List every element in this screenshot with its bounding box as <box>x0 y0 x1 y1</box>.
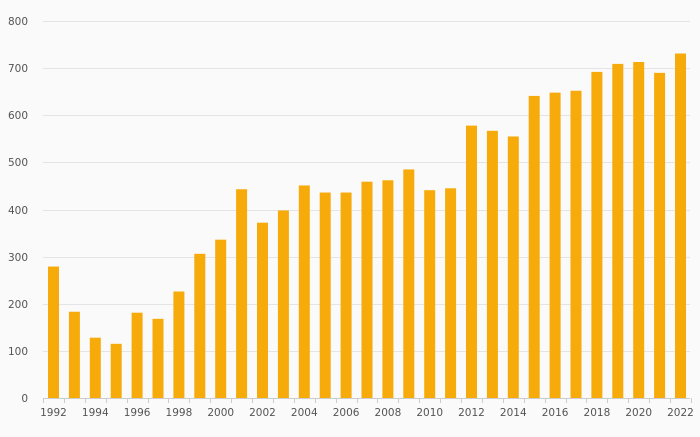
bar-1995 <box>110 343 122 398</box>
bar-2015 <box>528 95 540 399</box>
bar-2017 <box>570 90 582 398</box>
x-tick-label: 2012 <box>458 407 485 419</box>
x-tick-label: 2008 <box>375 407 402 419</box>
x-tick-label: 2020 <box>625 407 652 419</box>
bar-2020 <box>633 62 645 398</box>
x-tick-label: 1994 <box>82 407 109 419</box>
y-tick-label: 100 <box>8 346 28 358</box>
y-tick-label: 0 <box>21 393 28 405</box>
bar-2019 <box>612 63 624 398</box>
bar-1994 <box>89 337 101 398</box>
bar-2014 <box>507 136 519 398</box>
bar-2016 <box>549 92 561 398</box>
y-tick-label: 400 <box>8 205 28 217</box>
bar-2007 <box>361 181 373 398</box>
bar-2004 <box>298 185 310 398</box>
y-tick-label: 600 <box>8 110 28 122</box>
x-tick-label: 2002 <box>249 407 276 419</box>
y-tick-label: 800 <box>8 16 28 28</box>
x-tick-label: 1992 <box>40 407 67 419</box>
bar-2002 <box>257 222 268 398</box>
bar-1993 <box>68 311 80 398</box>
bar-1992 <box>48 266 59 398</box>
x-tick-label: 2016 <box>542 407 569 419</box>
bar-1997 <box>152 318 164 398</box>
bar-2006 <box>340 192 352 398</box>
bar-2012 <box>466 125 477 399</box>
bar-2003 <box>277 210 289 398</box>
x-tick-label: 2010 <box>416 407 443 419</box>
bar-2005 <box>319 192 331 398</box>
bar-2018 <box>591 71 603 398</box>
y-tick-label: 700 <box>8 63 28 75</box>
bar-2013 <box>486 130 498 399</box>
x-tick-label: 2006 <box>333 407 360 419</box>
y-tick-label: 500 <box>8 157 28 169</box>
bar-2022 <box>675 53 686 399</box>
x-tick-label: 2014 <box>500 407 527 419</box>
x-tick-label: 2022 <box>667 407 694 419</box>
x-tick-label: 1996 <box>124 407 151 419</box>
bar-1999 <box>194 253 206 398</box>
bar-2021 <box>654 72 666 398</box>
y-tick-label: 200 <box>8 299 28 311</box>
bar-1998 <box>173 291 185 398</box>
bar-2008 <box>382 180 394 398</box>
x-tick-label: 1998 <box>166 407 193 419</box>
bar-2010 <box>424 190 436 398</box>
x-tick-label: 2018 <box>584 407 611 419</box>
bar-1996 <box>131 312 143 398</box>
bar-2000 <box>215 239 227 398</box>
bar-2001 <box>236 189 248 398</box>
bar-2009 <box>403 169 415 398</box>
bar-series <box>48 53 686 399</box>
axes: 0 100 200 300 400 500 600 700 800 1992 1994 1996 199… <box>8 16 694 419</box>
x-tick-label: 2004 <box>291 407 318 419</box>
bar-2011 <box>445 188 457 398</box>
x-tick-label: 2000 <box>207 407 234 419</box>
y-tick-label: 300 <box>8 252 28 264</box>
